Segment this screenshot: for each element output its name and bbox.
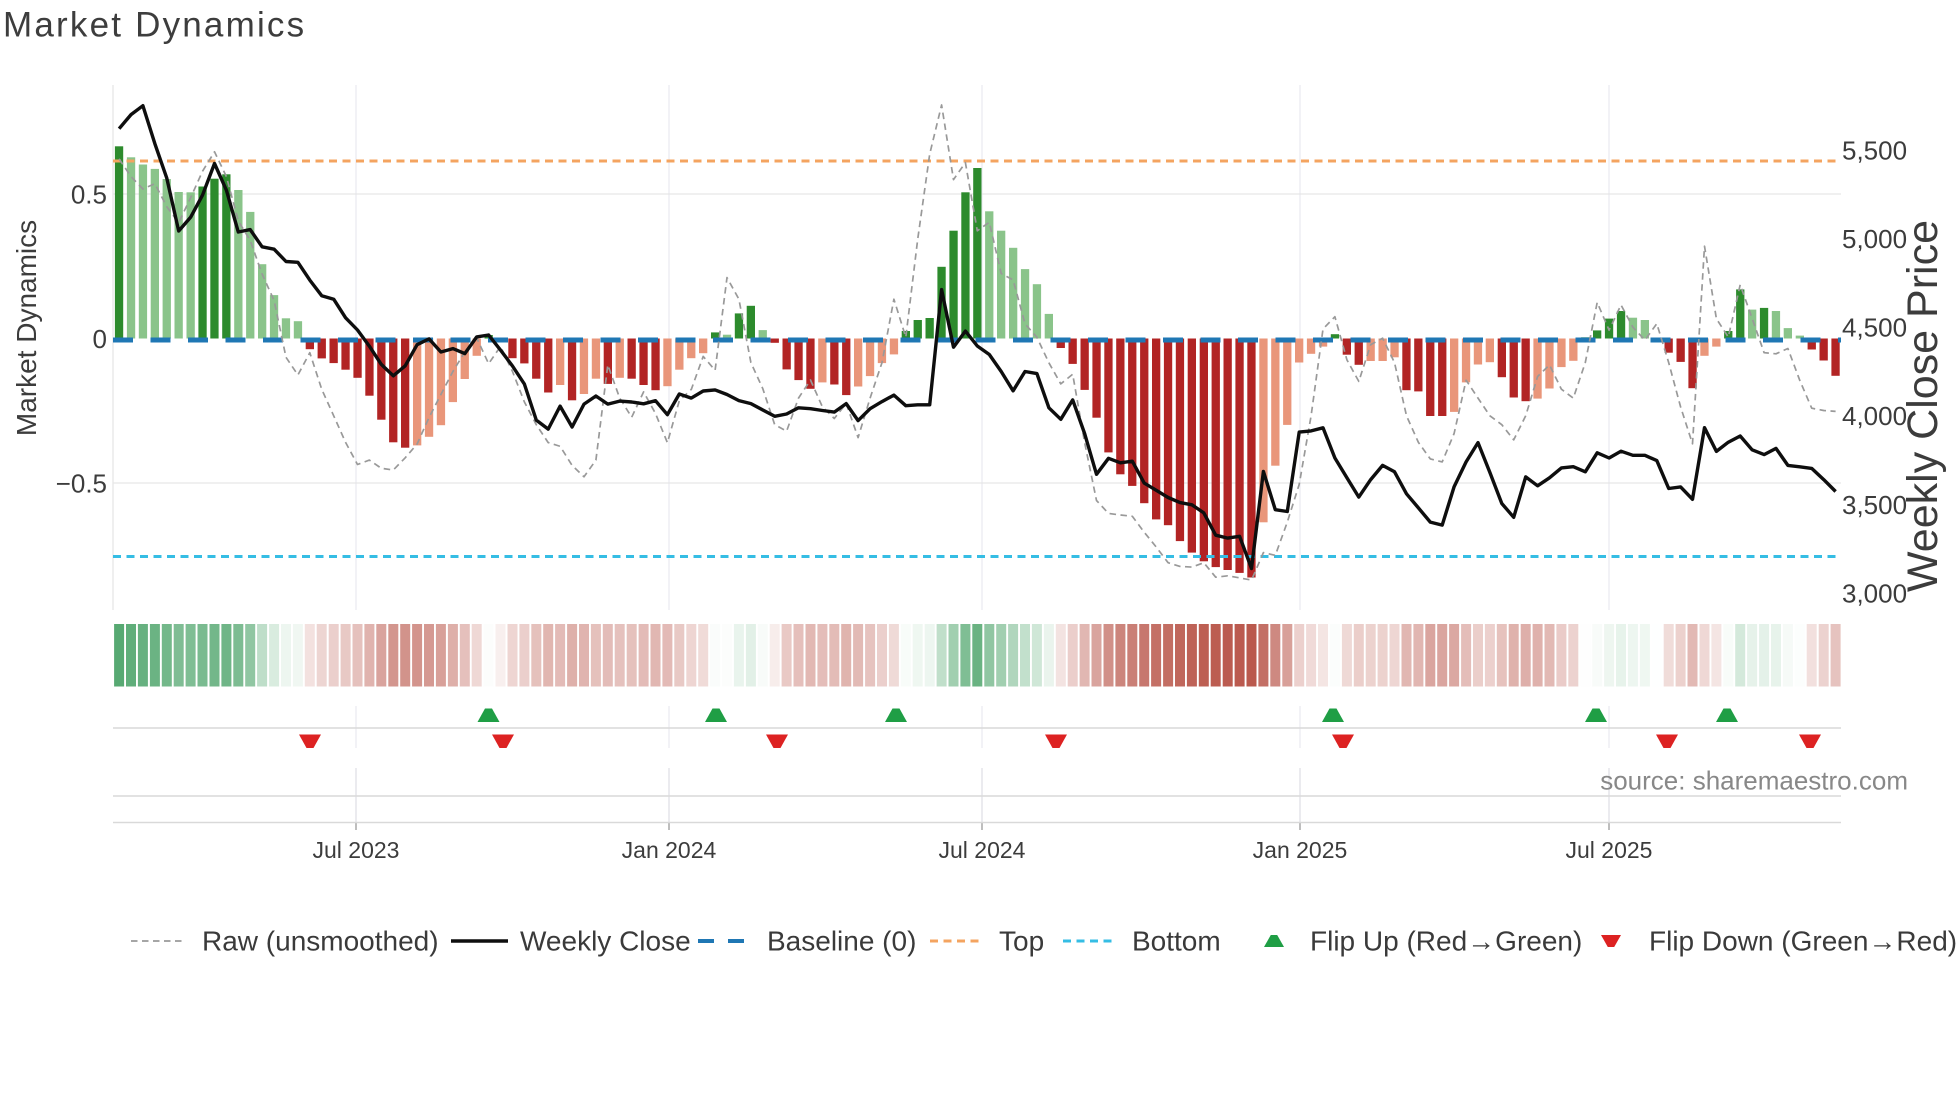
svg-text:Top: Top [999, 926, 1044, 957]
svg-text:Jan 2025: Jan 2025 [1253, 837, 1348, 863]
svg-text:−0.5: −0.5 [56, 468, 107, 498]
svg-text:Raw (unsmoothed): Raw (unsmoothed) [202, 926, 439, 957]
svg-text:Weekly Close: Weekly Close [520, 926, 691, 957]
svg-text:0.5: 0.5 [71, 179, 107, 209]
svg-text:Flip Up (Red→Green): Flip Up (Red→Green) [1310, 926, 1582, 957]
svg-text:Flip Down (Green→Red): Flip Down (Green→Red) [1649, 926, 1957, 957]
svg-text:Market Dynamics: Market Dynamics [3, 6, 306, 45]
svg-text:Jul 2024: Jul 2024 [939, 837, 1026, 863]
svg-text:Jul 2025: Jul 2025 [1566, 837, 1653, 863]
svg-text:4,000: 4,000 [1842, 401, 1907, 431]
svg-text:5,000: 5,000 [1842, 224, 1907, 254]
svg-text:3,500: 3,500 [1842, 490, 1907, 520]
svg-text:Baseline (0): Baseline (0) [767, 926, 916, 957]
svg-text:Jan 2024: Jan 2024 [622, 837, 717, 863]
svg-text:Bottom: Bottom [1132, 926, 1221, 957]
svg-text:source: sharemaestro.com: source: sharemaestro.com [1600, 766, 1908, 796]
svg-text:0: 0 [93, 324, 107, 354]
svg-text:Jul 2023: Jul 2023 [313, 837, 400, 863]
svg-text:5,500: 5,500 [1842, 135, 1907, 165]
svg-text:3,000: 3,000 [1842, 578, 1907, 608]
svg-text:4,500: 4,500 [1842, 313, 1907, 343]
svg-text:Market Dynamics: Market Dynamics [11, 220, 42, 436]
svg-text:Weekly Close Price: Weekly Close Price [1899, 220, 1947, 592]
